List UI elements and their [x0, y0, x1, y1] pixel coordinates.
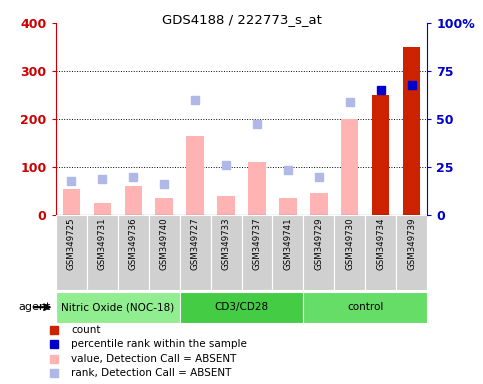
Bar: [403, 47, 421, 215]
Text: GSM349739: GSM349739: [408, 217, 416, 270]
Bar: [156, 198, 172, 215]
Bar: [94, 203, 111, 215]
Bar: [117, 215, 149, 290]
Text: GSM349725: GSM349725: [67, 217, 75, 270]
Text: GSM349734: GSM349734: [376, 217, 385, 270]
Bar: [180, 215, 211, 290]
Bar: [280, 198, 297, 215]
Text: percentile rank within the sample: percentile rank within the sample: [71, 339, 247, 349]
Bar: [56, 215, 86, 290]
Text: GSM349727: GSM349727: [190, 217, 199, 270]
Bar: [248, 162, 266, 215]
Text: CD3/CD28: CD3/CD28: [214, 302, 269, 312]
Text: GSM349733: GSM349733: [222, 217, 230, 270]
Bar: [397, 215, 427, 290]
Text: GSM349730: GSM349730: [345, 217, 355, 270]
Bar: [180, 292, 303, 323]
Bar: [149, 215, 180, 290]
Bar: [217, 196, 235, 215]
Text: GSM349729: GSM349729: [314, 217, 324, 270]
Bar: [86, 215, 117, 290]
Text: GSM349736: GSM349736: [128, 217, 138, 270]
Bar: [303, 215, 334, 290]
Bar: [334, 215, 366, 290]
Bar: [211, 215, 242, 290]
Text: rank, Detection Call = ABSENT: rank, Detection Call = ABSENT: [71, 368, 232, 378]
Bar: [56, 292, 180, 323]
Text: GSM349741: GSM349741: [284, 217, 293, 270]
Bar: [311, 194, 327, 215]
Bar: [272, 215, 303, 290]
Bar: [242, 215, 272, 290]
Text: GDS4188 / 222773_s_at: GDS4188 / 222773_s_at: [161, 13, 322, 26]
Text: GSM349740: GSM349740: [159, 217, 169, 270]
Text: agent: agent: [18, 302, 51, 312]
Text: GSM349731: GSM349731: [98, 217, 107, 270]
Text: Nitric Oxide (NOC-18): Nitric Oxide (NOC-18): [61, 302, 174, 312]
Bar: [303, 292, 427, 323]
Bar: [366, 215, 397, 290]
Text: value, Detection Call = ABSENT: value, Detection Call = ABSENT: [71, 354, 237, 364]
Bar: [372, 95, 389, 215]
Bar: [186, 136, 203, 215]
Bar: [125, 186, 142, 215]
Bar: [62, 189, 80, 215]
Text: count: count: [71, 325, 101, 335]
Bar: [341, 119, 358, 215]
Text: control: control: [347, 302, 384, 312]
Text: GSM349737: GSM349737: [253, 217, 261, 270]
